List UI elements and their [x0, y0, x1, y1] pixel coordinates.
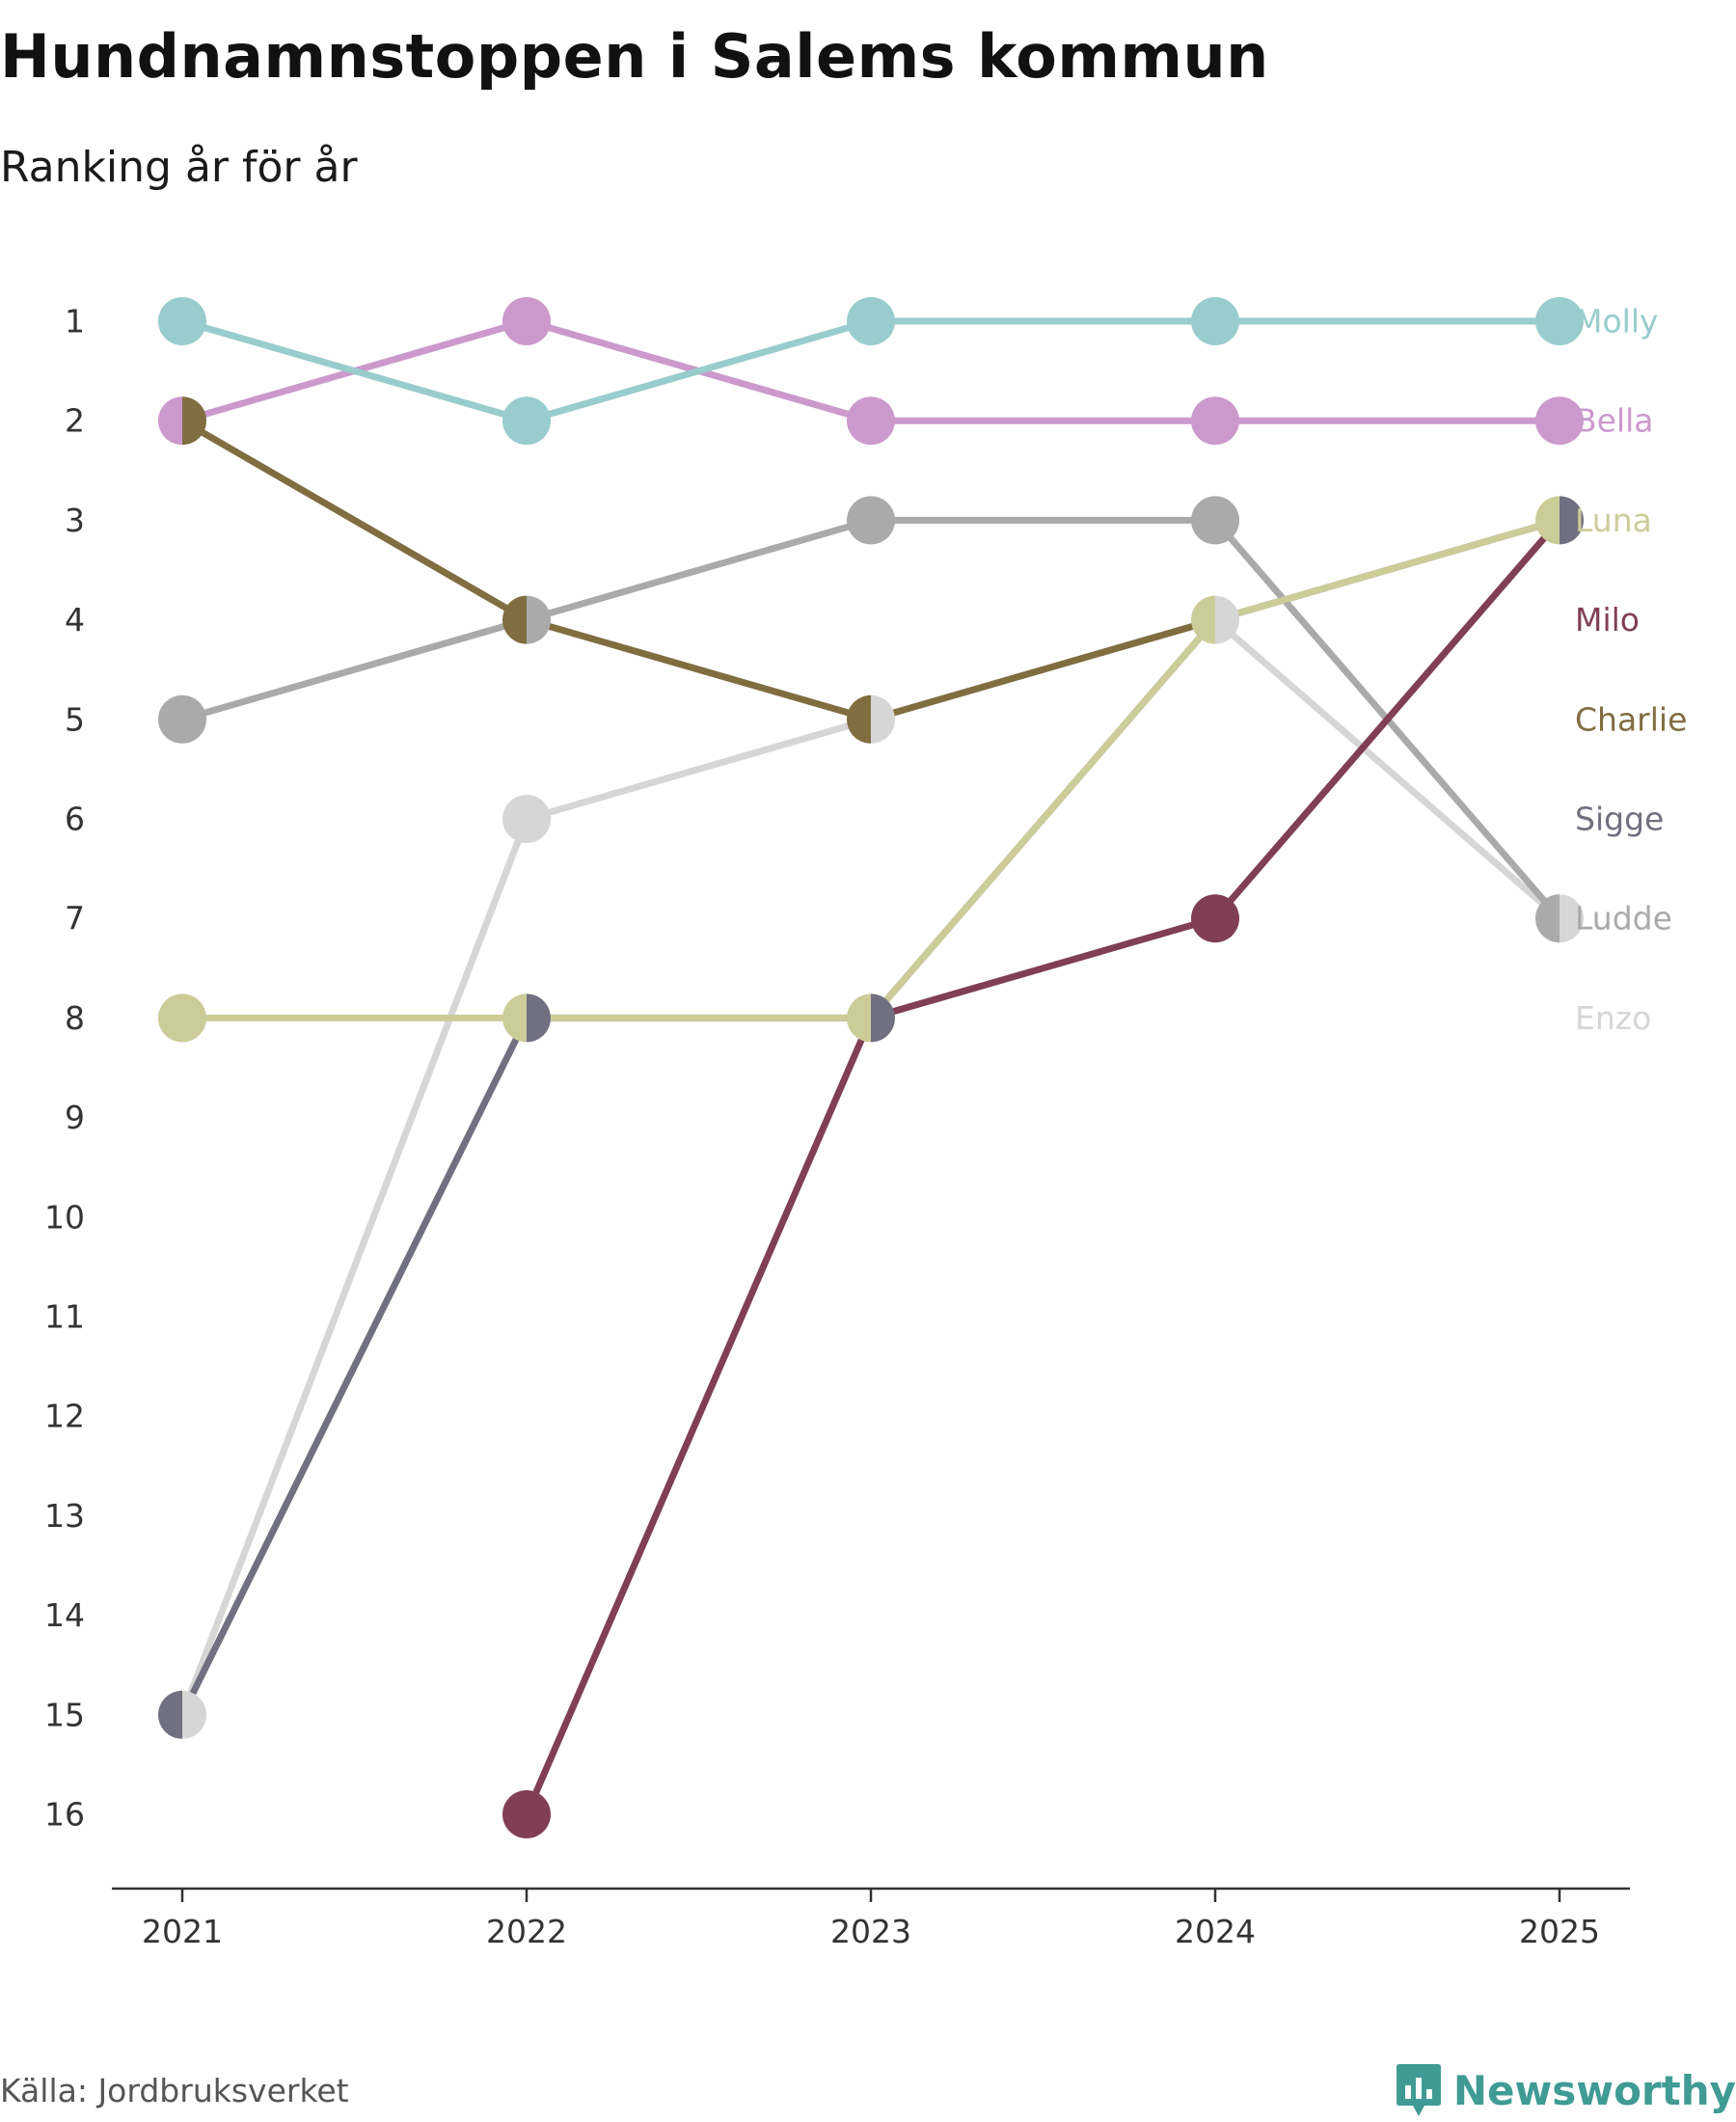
- point-enzo-2024: [1215, 595, 1239, 644]
- series-lines: [178, 317, 1563, 1818]
- series-points: [158, 297, 1584, 1838]
- y-tick-label-2: 2: [65, 402, 85, 440]
- series-label-sigge: Sigge: [1575, 801, 1664, 838]
- y-tick-label-6: 6: [65, 801, 85, 838]
- y-tick-label-4: 4: [65, 601, 85, 639]
- chart-subtitle: Ranking år för år: [0, 143, 358, 192]
- series-label-molly: Molly: [1575, 303, 1659, 340]
- series-label-milo: Milo: [1575, 601, 1640, 639]
- point-luna-2022: [502, 993, 527, 1043]
- brand-logo: Newsworthy: [1396, 2062, 1736, 2118]
- series-labels: Molly Bella Luna Milo Charlie Sigge Ludde Enzo: [1575, 303, 1687, 1037]
- point-enzo-2021: [182, 1690, 206, 1739]
- point-charlie-2022: [502, 595, 527, 644]
- series-line-charlie: [178, 417, 1219, 723]
- source-note: Källa: Jordbruksverket: [0, 2072, 349, 2109]
- x-tick-label-2022: 2022: [486, 1913, 567, 1950]
- x-tick-label-2023: 2023: [830, 1913, 911, 1950]
- point-sigge-2025: [1560, 496, 1584, 545]
- series-line-enzo: [178, 616, 1563, 1719]
- point-molly-2022: [502, 396, 551, 446]
- series-label-charlie: Charlie: [1575, 700, 1687, 738]
- point-molly-2021: [158, 297, 206, 345]
- point-molly-2023: [847, 297, 895, 345]
- point-molly-2025: [1535, 297, 1584, 345]
- series-line-milo: [523, 516, 1563, 1818]
- point-bella-2022: [502, 297, 551, 345]
- chart-title: Hundnamnstoppen i Salems kommun: [0, 21, 1269, 92]
- point-sigge-2022: [527, 993, 551, 1043]
- point-milo-2022: [502, 1790, 551, 1838]
- brand-name: Newsworthy: [1452, 2066, 1736, 2114]
- y-tick-label-7: 7: [65, 900, 85, 938]
- point-sigge-2023: [871, 993, 895, 1043]
- point-ludde-2023: [847, 496, 895, 545]
- point-luna-2025: [1535, 496, 1560, 545]
- y-tick-label-12: 12: [44, 1398, 85, 1435]
- point-luna-2023: [847, 993, 871, 1043]
- x-tick-label-2024: 2024: [1175, 1913, 1256, 1950]
- y-tick-label-3: 3: [65, 502, 85, 539]
- series-label-bella: Bella: [1575, 402, 1654, 440]
- point-milo-2024: [1191, 894, 1239, 943]
- series-line-luna: [178, 516, 1563, 1021]
- point-bella-2024: [1191, 396, 1239, 446]
- y-tick-label-10: 10: [44, 1198, 85, 1236]
- y-tick-label-16: 16: [44, 1796, 85, 1834]
- x-tick-label-2025: 2025: [1519, 1913, 1600, 1950]
- series-label-enzo: Enzo: [1575, 999, 1651, 1037]
- y-tick-label-1: 1: [65, 303, 85, 340]
- point-luna-2021: [158, 993, 206, 1043]
- x-axis: 2021 2022 2023 2024 2025: [112, 1887, 1630, 1950]
- point-sigge-2021: [158, 1690, 182, 1739]
- series-label-ludde: Ludde: [1575, 900, 1672, 938]
- point-bella-2023: [847, 396, 895, 446]
- newsworthy-logo-icon: [1396, 2064, 1441, 2116]
- point-enzo-2025: [1560, 894, 1584, 943]
- series-label-luna: Luna: [1575, 502, 1652, 539]
- y-tick-label-15: 15: [44, 1696, 85, 1733]
- point-charlie-2023: [847, 694, 871, 744]
- point-ludde-2024: [1191, 496, 1239, 545]
- point-molly-2024: [1191, 297, 1239, 345]
- y-tick-label-9: 9: [65, 1099, 85, 1136]
- point-enzo-2022: [502, 795, 551, 843]
- point-bella-2021: [158, 396, 182, 446]
- point-charlie-2021: [182, 396, 206, 446]
- y-tick-label-13: 13: [44, 1497, 85, 1535]
- point-luna-2024: [1191, 595, 1215, 644]
- y-tick-label-8: 8: [65, 999, 85, 1037]
- x-tick-label-2021: 2021: [142, 1913, 223, 1950]
- point-ludde-2025: [1535, 894, 1560, 943]
- y-tick-label-14: 14: [44, 1596, 85, 1634]
- y-tick-label-5: 5: [65, 700, 85, 738]
- point-ludde-2021: [158, 694, 206, 744]
- point-bella-2025: [1535, 396, 1584, 446]
- point-enzo-2023: [871, 694, 895, 744]
- point-ludde-2022: [527, 595, 551, 644]
- y-tick-label-11: 11: [44, 1298, 85, 1336]
